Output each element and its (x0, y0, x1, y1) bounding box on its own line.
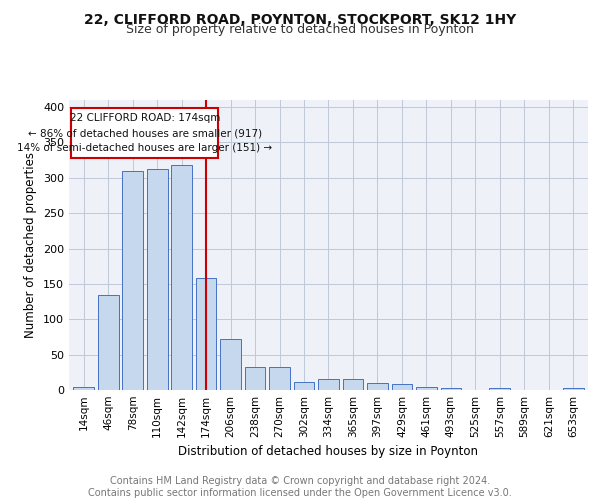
Bar (293, 382, 314, 390)
Bar (367, 383, 388, 390)
Y-axis label: Number of detached properties: Number of detached properties (25, 152, 37, 338)
Bar (171, 165, 192, 390)
Text: 22, CLIFFORD ROAD, POYNTON, STOCKPORT, SK12 1HY: 22, CLIFFORD ROAD, POYNTON, STOCKPORT, S… (84, 12, 516, 26)
Text: Size of property relative to detached houses in Poynton: Size of property relative to detached ho… (126, 22, 474, 36)
Bar (220, 339, 241, 390)
Bar (196, 278, 217, 390)
Text: 22 CLIFFORD ROAD: 174sqm
← 86% of detached houses are smaller (917)
14% of semi-: 22 CLIFFORD ROAD: 174sqm ← 86% of detach… (17, 114, 272, 153)
Bar (416, 387, 437, 390)
Bar (147, 170, 167, 390)
FancyBboxPatch shape (71, 108, 218, 158)
Bar (563, 388, 584, 390)
Bar (318, 380, 339, 390)
Bar (245, 366, 265, 390)
Bar (98, 294, 119, 390)
Text: Contains HM Land Registry data © Crown copyright and database right 2024.
Contai: Contains HM Land Registry data © Crown c… (88, 476, 512, 498)
Bar (269, 366, 290, 390)
Bar (490, 388, 510, 390)
Bar (440, 388, 461, 390)
Bar (392, 384, 412, 390)
Bar (343, 380, 364, 390)
X-axis label: Distribution of detached houses by size in Poynton: Distribution of detached houses by size … (179, 446, 479, 458)
Bar (122, 170, 143, 390)
Bar (73, 387, 94, 390)
